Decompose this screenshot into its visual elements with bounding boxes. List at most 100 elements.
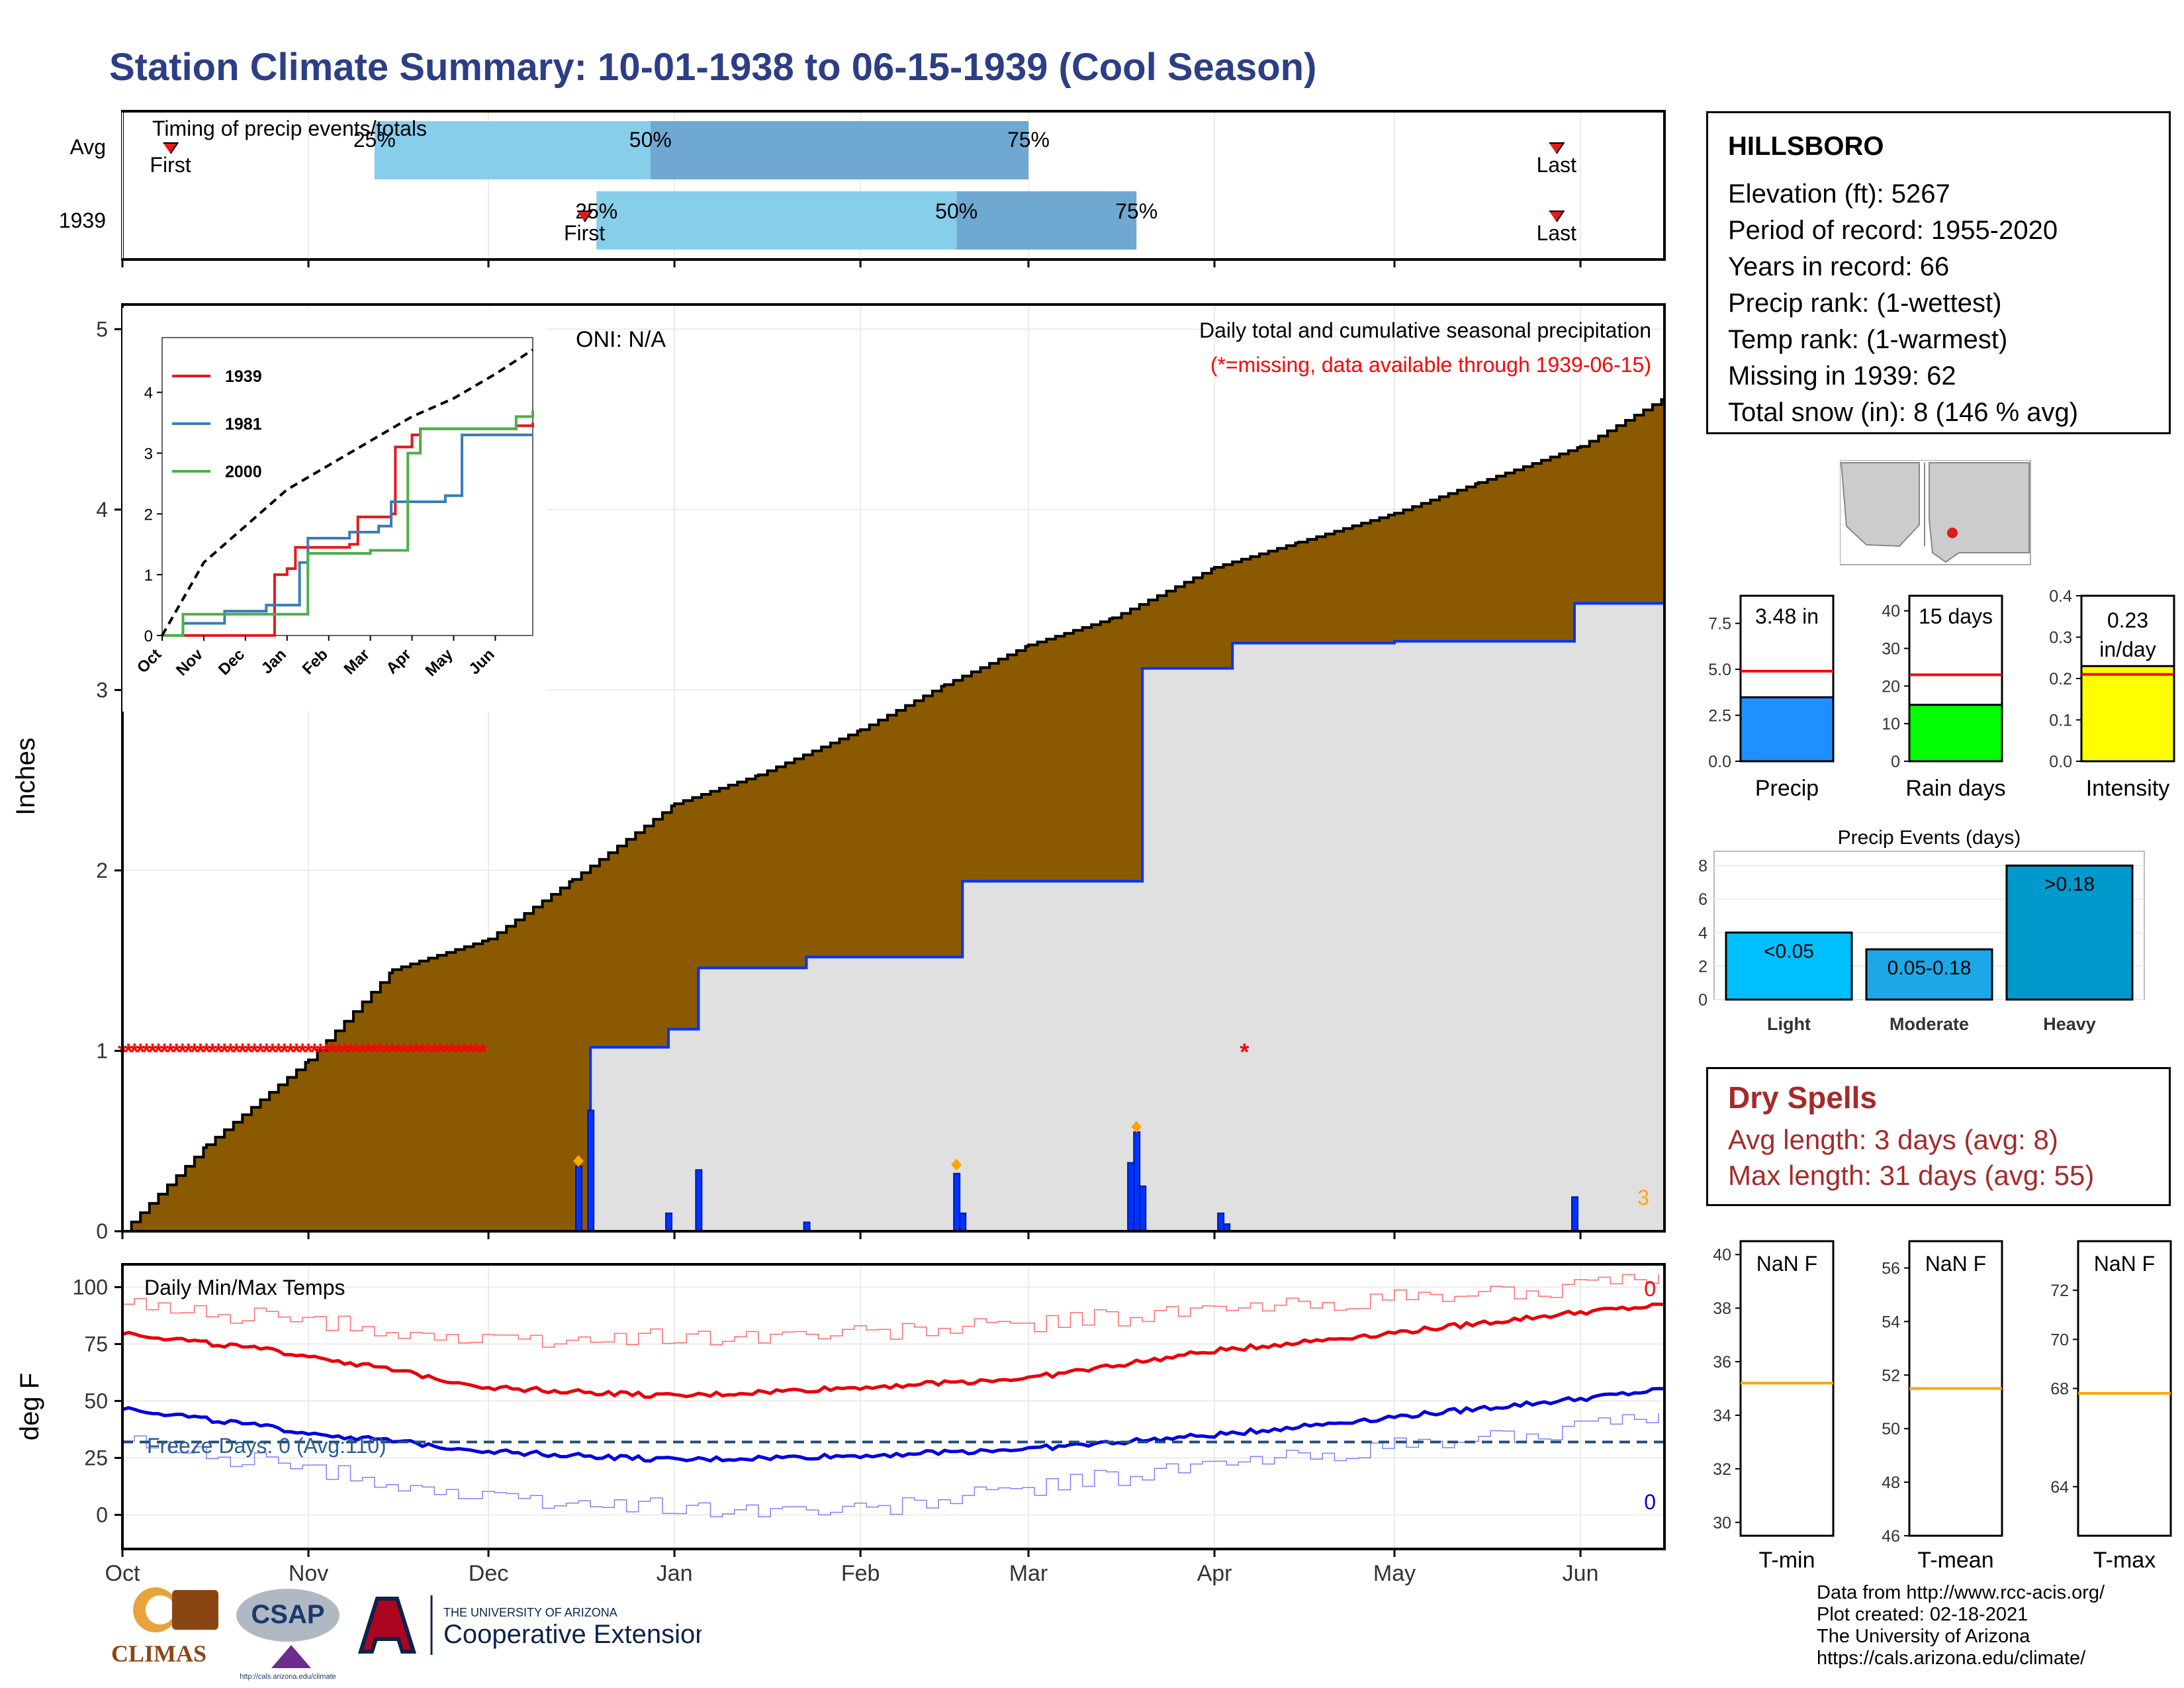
daily-precip-bar	[1571, 1196, 1579, 1233]
month-label: Jun	[1563, 1561, 1599, 1586]
info-period: Period of record: 1955-2020	[1728, 216, 2058, 245]
timing-pct-label: 75%	[1115, 199, 1158, 223]
temp-bar-ytick-label: 54	[1882, 1313, 1900, 1331]
temp-bar-ytick-label: 70	[2050, 1331, 2069, 1349]
daily-precip-bar	[587, 1109, 595, 1233]
daily-precip-bar	[695, 1169, 703, 1233]
daily-precip-bar	[803, 1221, 811, 1233]
missing-star: *	[394, 1038, 403, 1065]
missing-star: *	[370, 1038, 379, 1065]
daily-precip-bar	[1217, 1212, 1225, 1233]
month-label: Feb	[841, 1561, 880, 1586]
station-location-dot	[1947, 528, 1958, 538]
info-elevation: Elevation (ft): 5267	[1728, 179, 1950, 209]
small-bar-title: Intensity	[2086, 776, 2170, 801]
small-bar-ytick-label: 0.0	[1708, 753, 1731, 771]
small-bar-ytick-label: 5.0	[1708, 661, 1731, 679]
missing-star: *	[310, 1038, 319, 1065]
inset-line-2000	[162, 410, 534, 637]
missing-star: *	[292, 1038, 301, 1065]
month-label: Oct	[105, 1561, 140, 1586]
events-bar	[1725, 931, 1853, 1001]
cumulative-1939-line	[122, 602, 1666, 1233]
events-bar-label: >0.18	[2044, 874, 2095, 896]
small-bar-title: Rain days	[1905, 776, 2005, 801]
precip-subtitle: Daily total and cumulative seasonal prec…	[1199, 318, 1651, 342]
credit-line-created: Plot created: 02-18-2021	[1817, 1604, 2028, 1625]
small-bar-ytick-label: 20	[1882, 677, 1900, 696]
missing-star: *	[454, 1038, 463, 1065]
temp-bg	[122, 1264, 1664, 1549]
missing-star: *	[340, 1038, 349, 1065]
small-bar-title: Precip	[1755, 776, 1819, 801]
csap-url: http://cals.arizona.edu/climate	[240, 1673, 336, 1681]
missing-star: *	[136, 1038, 145, 1065]
events-category-label: Light	[1767, 1014, 1811, 1034]
ua-line1: THE UNIVERSITY OF ARIZONA	[443, 1606, 617, 1619]
inset-ytick-label: 2	[144, 506, 153, 524]
inset-legend-label: 2000	[225, 463, 262, 481]
temp-bar-ytick-label: 34	[1713, 1407, 1731, 1425]
month-label: May	[1373, 1561, 1416, 1586]
missing-star: *	[244, 1038, 253, 1065]
temp-bar-ytick-label: 52	[1882, 1366, 1900, 1385]
missing-star: *	[322, 1038, 331, 1065]
missing-star: *	[268, 1038, 277, 1065]
temp-bar-ytick-label: 68	[2050, 1380, 2069, 1399]
precip-ytick-label: 5	[96, 317, 108, 341]
dry-spells-avg: Avg length: 3 days (avg: 8)	[1728, 1124, 2058, 1155]
precip-ytick-label: 0	[96, 1219, 108, 1243]
missing-star: *	[388, 1038, 397, 1065]
missing-star: *	[412, 1038, 421, 1065]
small-bar-ytick-label: 0.3	[2049, 629, 2072, 647]
info-years: Years in record: 66	[1728, 252, 1950, 281]
missing-star: *	[166, 1038, 175, 1065]
temp-line-max-extremes	[122, 1274, 1659, 1348]
temp-bar-ytick-label: 48	[1882, 1474, 1900, 1492]
timing-pct-label: 25%	[353, 128, 396, 152]
temp-bar-title: T-mean	[1917, 1548, 1993, 1573]
ua-line2: Cooperative Extension	[443, 1620, 702, 1649]
missing-star: *	[334, 1038, 343, 1065]
timing-marker-label: First	[150, 153, 191, 177]
snow-marker	[573, 1154, 584, 1167]
precip-ylabel: Inches	[11, 737, 40, 816]
timing-marker-label: First	[564, 221, 605, 245]
map-arizona	[1840, 462, 1920, 547]
timing-pct-label: 50%	[629, 128, 672, 152]
dry-spells-max: Max length: 31 days (avg: 55)	[1728, 1160, 2095, 1191]
inset-ytick-label: 1	[144, 567, 153, 585]
temp-bar-ytick-label: 40	[1713, 1246, 1731, 1264]
missing-star: *	[148, 1038, 157, 1065]
missing-star: *	[472, 1038, 481, 1065]
temp-ytick-label: 0	[96, 1503, 108, 1526]
missing-star: *	[250, 1038, 259, 1065]
events-ytick-label: 4	[1698, 924, 1707, 943]
info-snow: Total snow (in): 8 (146 % avg)	[1728, 398, 2079, 427]
daily-precip-bar	[1127, 1162, 1135, 1233]
missing-star: *	[406, 1038, 415, 1065]
precip-panel: Inches *********************************…	[11, 303, 1666, 1243]
daily-precip-bar	[1139, 1185, 1147, 1233]
missing-star: *	[274, 1038, 283, 1065]
dry-spells-box: Dry Spells Avg length: 3 days (avg: 8) M…	[1706, 1067, 2171, 1206]
ua-logo: THE UNIVERSITY OF ARIZONA Cooperative Ex…	[357, 1595, 709, 1655]
missing-star: *	[178, 1038, 187, 1065]
small-bar-value	[1908, 704, 2003, 763]
missing-star: *	[358, 1038, 367, 1065]
missing-star: *	[466, 1038, 475, 1065]
precip-ytick-label: 4	[96, 498, 108, 522]
small-bar-value	[2080, 665, 2175, 763]
missing-star: *	[304, 1038, 313, 1065]
precip-corner-count: 3	[1637, 1186, 1649, 1209]
missing-star: *	[196, 1038, 205, 1065]
missing-star: *	[316, 1038, 325, 1065]
month-label: Dec	[469, 1561, 508, 1586]
credit-line-source: Data from http://www.rcc-acis.org/	[1817, 1582, 2105, 1603]
temp-bar-value: NaN F	[1756, 1252, 1817, 1276]
inset-legend-label: 1981	[225, 415, 262, 434]
missing-star: *	[286, 1038, 295, 1065]
missing-star: *	[430, 1038, 439, 1065]
